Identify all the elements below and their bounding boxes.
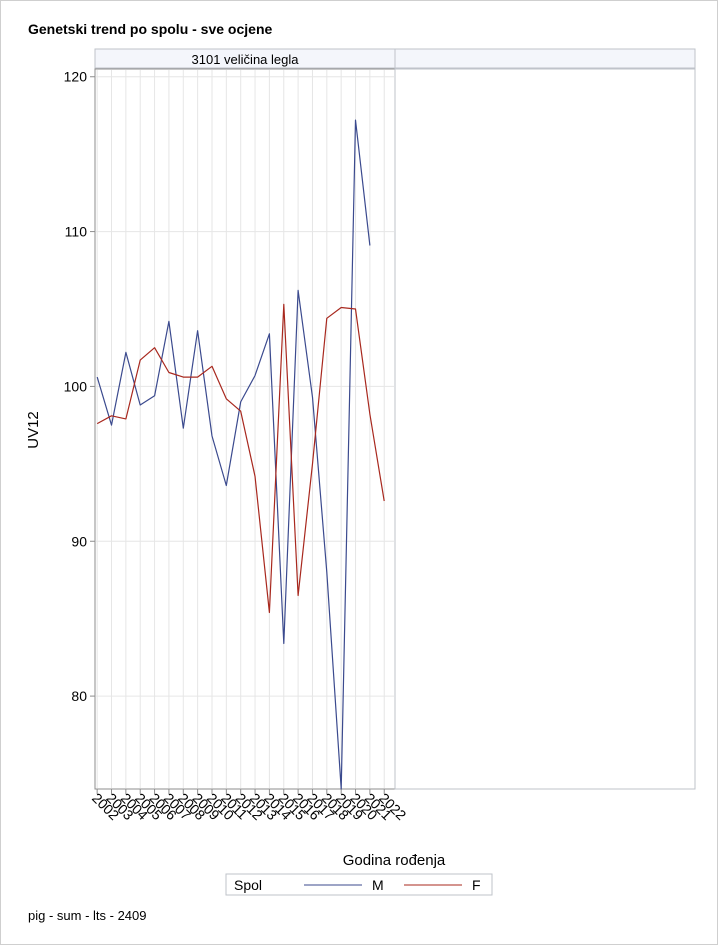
plot-panel-right: [394, 68, 696, 790]
y-tick-label: 90: [71, 533, 87, 549]
y-tick-label: 120: [64, 69, 88, 85]
legend: Spol M F: [225, 873, 493, 896]
y-axis-label: UV12: [25, 411, 42, 449]
chart-title: Genetski trend po spolu - sve ocjene: [28, 21, 273, 37]
footnote: pig - sum - lts - 2409: [28, 908, 147, 923]
y-axis: 80 90 100 110 120: [64, 69, 95, 704]
y-tick-label: 80: [71, 688, 87, 704]
x-gridlines: [96, 70, 385, 788]
y-tick-label: 100: [64, 378, 88, 394]
y-gridlines: [96, 76, 394, 697]
x-axis-label: Godina rođenja: [343, 852, 446, 869]
panel-header-right: [394, 48, 696, 69]
legend-label-f: F: [472, 877, 481, 893]
legend-label-m: M: [372, 877, 384, 893]
panel-header-label: 3101 veličina legla: [192, 52, 300, 67]
legend-title: Spol: [234, 877, 262, 893]
x-axis: 2002200320042005200620072008200920102011…: [89, 789, 410, 823]
y-tick-label: 110: [65, 224, 88, 240]
series-line-f: [96, 303, 385, 614]
series-lines: [96, 119, 385, 790]
series-line-m: [96, 119, 371, 790]
